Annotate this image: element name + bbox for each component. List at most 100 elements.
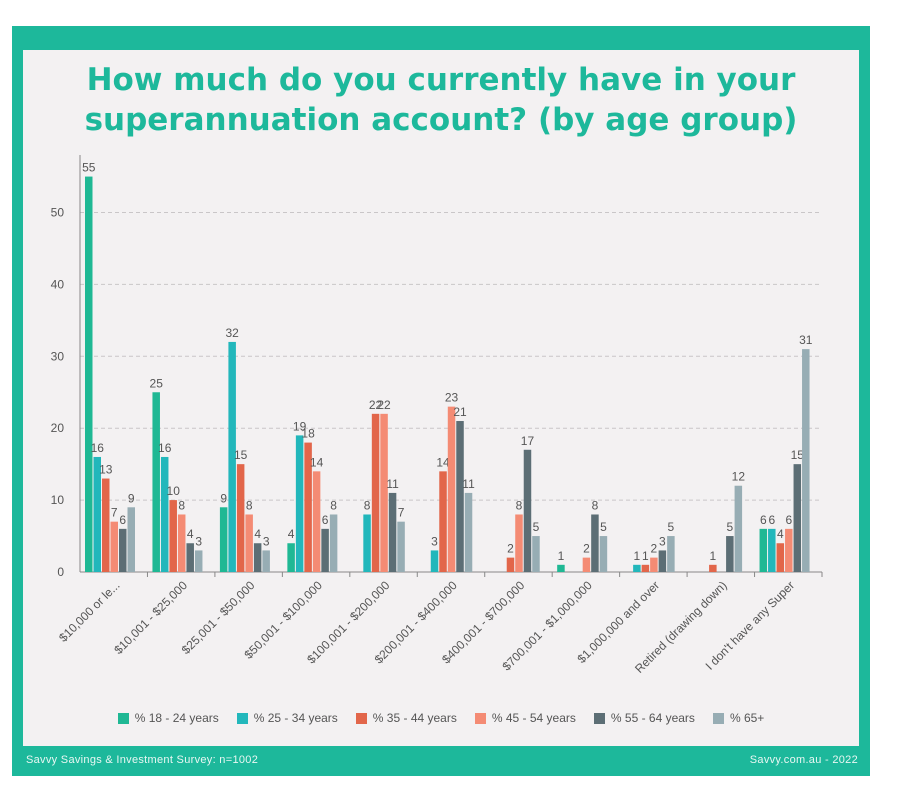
data-label: 1 (642, 549, 649, 563)
bar (650, 557, 658, 572)
bar (119, 528, 127, 572)
bar (177, 514, 186, 572)
data-label: 8 (246, 498, 253, 512)
bar (523, 449, 532, 572)
legend-item: % 35 - 44 years (355, 711, 457, 725)
bar (515, 514, 523, 572)
legend-label: % 25 - 34 years (253, 711, 338, 725)
bar (152, 392, 160, 572)
bar (439, 471, 447, 572)
chart-panel (23, 50, 859, 746)
bar (371, 413, 380, 572)
data-label: 10 (167, 484, 181, 498)
data-label: 23 (445, 391, 459, 405)
data-label: 15 (791, 448, 805, 462)
legend-swatch (355, 712, 367, 724)
data-label: 18 (301, 427, 315, 441)
y-tick-label: 40 (51, 277, 65, 291)
data-label: 14 (436, 455, 450, 469)
bar (447, 406, 456, 572)
data-label: 13 (99, 463, 113, 477)
bar (591, 514, 599, 572)
bar (759, 528, 768, 572)
data-label: 21 (453, 405, 467, 419)
x-tick-label: $25,001 - $50,000 (179, 578, 258, 657)
data-label: 1 (634, 549, 641, 563)
data-label: 25 (150, 376, 164, 390)
legend-swatch (117, 712, 129, 724)
bar (726, 536, 734, 572)
bar (768, 528, 776, 572)
bar (582, 557, 591, 572)
data-label: 8 (330, 498, 337, 512)
data-label: 3 (263, 534, 270, 548)
data-label: 31 (799, 333, 813, 347)
bar (397, 521, 405, 572)
bar (102, 478, 110, 572)
legend-swatch (593, 712, 605, 724)
bar (127, 507, 135, 572)
bar (557, 564, 565, 572)
x-tick-label: $10,001 - $25,000 (111, 578, 190, 657)
legend-item: % 45 - 54 years (474, 711, 576, 725)
data-label: 3 (659, 534, 666, 548)
data-label: 2 (507, 542, 514, 556)
data-label: 3 (195, 534, 202, 548)
legend-swatch (712, 712, 724, 724)
data-label: 9 (128, 491, 135, 505)
legend-item: % 55 - 64 years (593, 711, 695, 725)
legend-swatch (236, 712, 248, 724)
bar (380, 413, 388, 572)
legend-item: % 25 - 34 years (236, 711, 338, 725)
legend-item: % 18 - 24 years (117, 711, 219, 725)
data-label: 11 (386, 477, 399, 491)
data-label: 16 (91, 441, 105, 455)
chart-title-line-2: superannuation account? (by age group) (84, 102, 798, 138)
bar (709, 564, 717, 572)
bar (506, 557, 515, 572)
bar (793, 464, 802, 572)
data-label: 15 (234, 448, 248, 462)
bar (245, 514, 253, 572)
bar (93, 456, 101, 572)
bar (295, 435, 304, 572)
data-label: 8 (592, 498, 599, 512)
bar (802, 349, 810, 572)
y-tick-label: 0 (57, 565, 64, 579)
publisher-credit: Savvy.com.au - 2022 (749, 754, 858, 766)
bar (329, 514, 338, 572)
bar (658, 550, 667, 572)
data-label: 6 (760, 513, 767, 527)
data-label: 16 (158, 441, 172, 455)
bar (633, 564, 641, 572)
data-label: 4 (187, 527, 194, 541)
bar (599, 536, 608, 572)
data-label: 7 (398, 506, 405, 520)
bar (194, 550, 203, 572)
data-label: 19 (293, 419, 307, 433)
data-label: 5 (726, 520, 733, 534)
bar (236, 464, 245, 572)
data-label: 5 (668, 520, 675, 534)
y-tick-label: 30 (51, 349, 65, 363)
legend-label: % 65+ (729, 711, 765, 725)
data-label: 1 (558, 549, 565, 563)
data-label: 6 (322, 513, 329, 527)
bar (160, 456, 169, 572)
data-label: 4 (288, 527, 295, 541)
data-label: 6 (119, 513, 126, 527)
data-label: 8 (364, 498, 371, 512)
bar (262, 550, 270, 572)
bar (186, 543, 194, 572)
y-tick-label: 50 (51, 206, 65, 220)
data-label: 2 (651, 542, 658, 556)
data-label: 6 (785, 513, 792, 527)
bar (464, 492, 473, 572)
data-label: 8 (516, 498, 523, 512)
legend-label: % 55 - 64 years (610, 711, 695, 725)
data-label: 4 (777, 527, 784, 541)
data-label: 55 (82, 161, 96, 175)
bar (304, 442, 312, 572)
bar (228, 341, 236, 572)
